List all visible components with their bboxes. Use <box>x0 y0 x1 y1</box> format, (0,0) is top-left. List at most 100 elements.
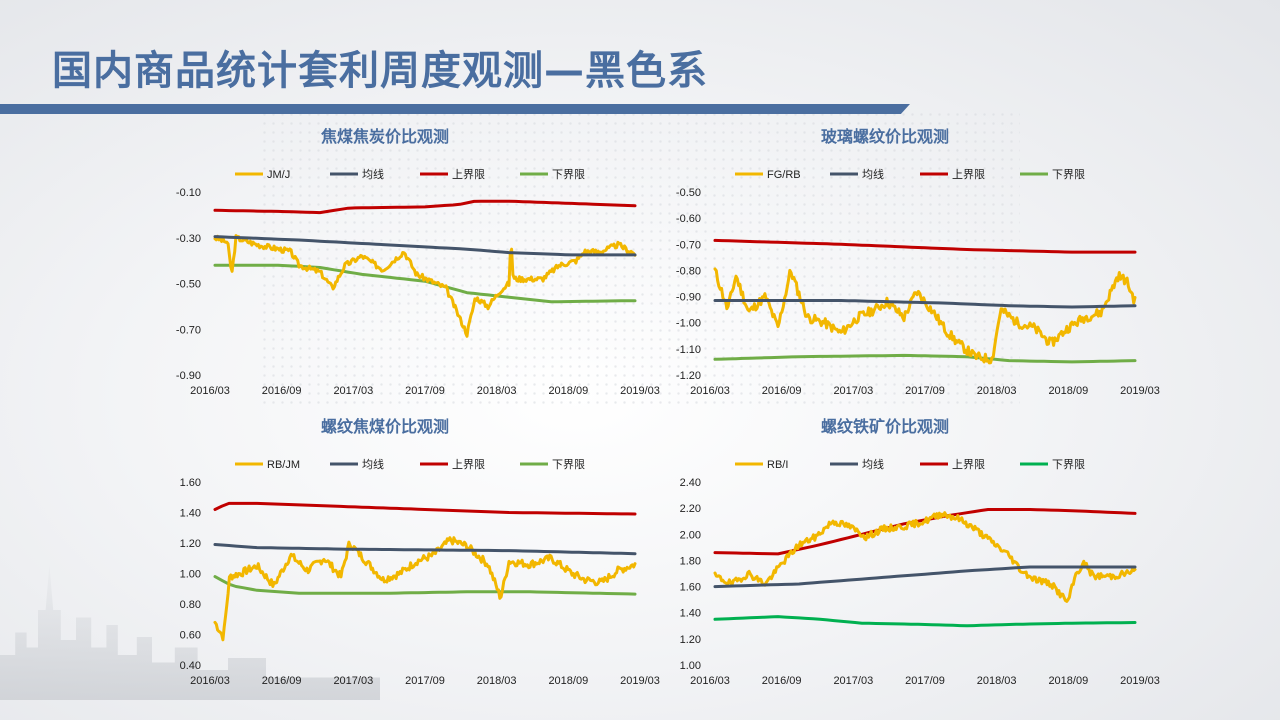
y-tick-label: 1.00 <box>680 660 701 672</box>
upper-limit-line <box>713 238 1137 254</box>
chart-svg: 螺纹铁矿价比观测 RB/I 均线 上界限 下界限 2.40 2.20 2.00 1.80 1.60… <box>680 417 1160 687</box>
y-tick-label: 0.80 <box>180 599 201 611</box>
lower-limit-line <box>713 353 1137 364</box>
legend-upper-limit: 上界限 <box>920 168 985 181</box>
lower-limit-line <box>213 263 637 304</box>
legend-mean: 均线 <box>830 167 884 181</box>
legend-upper-limit: 上界限 <box>420 168 485 181</box>
y-tick-label: -0.70 <box>676 239 701 251</box>
ratio-line <box>713 267 1137 365</box>
svg-text:上界限: 上界限 <box>452 168 485 181</box>
x-tick-label: 2016/03 <box>190 675 230 687</box>
lower-limit-line <box>713 615 1137 628</box>
title-underline-bar <box>0 104 910 114</box>
y-tick-label: 0.60 <box>180 630 201 642</box>
y-tick-label: -1.10 <box>676 344 701 356</box>
y-tick-label: 1.20 <box>180 538 201 550</box>
svg-text:FG/RB: FG/RB <box>767 169 801 181</box>
y-tick-label: -0.60 <box>676 213 701 225</box>
svg-text:下界限: 下界限 <box>552 458 585 471</box>
legend-lower-limit: 下界限 <box>1020 458 1085 471</box>
x-tick-label: 2018/03 <box>477 675 517 687</box>
chart-rb-i-ratio: 螺纹铁矿价比观测 RB/I 均线 上界限 下界限 2.40 2.20 2.00 1.80 1.60… <box>660 410 1160 695</box>
x-tick-label: 2016/09 <box>262 675 302 687</box>
y-tick-label: -0.90 <box>676 292 701 304</box>
lower-limit-line <box>213 575 637 596</box>
x-tick-label: 2019/03 <box>620 385 660 397</box>
legend-lower-limit: 下界限 <box>520 458 585 471</box>
svg-text:下界限: 下界限 <box>1052 458 1085 471</box>
legend-ratio: JM/J <box>235 169 290 181</box>
y-tick-label: 1.00 <box>180 569 201 581</box>
svg-text:均线: 均线 <box>362 167 384 181</box>
y-tick-label: -1.20 <box>676 370 701 382</box>
y-tick-label: 1.40 <box>680 608 701 620</box>
mean-line <box>713 565 1137 589</box>
chart-jm-j-ratio: 焦煤焦炭价比观测 JM/J 均线 上界限 下界限 -0.10 -0.30 -0.50 -0.70… <box>160 120 660 405</box>
legend-lower-limit: 下界限 <box>1020 168 1085 181</box>
x-tick-label: 2018/09 <box>1048 385 1088 397</box>
legend-lower-limit: 下界限 <box>520 168 585 181</box>
y-tick-label: -0.10 <box>176 187 201 199</box>
y-tick-label: -0.90 <box>176 370 201 382</box>
x-tick-label: 2019/03 <box>1120 675 1160 687</box>
y-tick-label: -1.00 <box>676 318 701 330</box>
x-tick-label: 2016/03 <box>690 675 730 687</box>
x-tick-label: 2016/03 <box>190 385 230 397</box>
x-tick-label: 2018/03 <box>977 675 1017 687</box>
background-world-map-dots <box>260 110 1020 410</box>
chart-title: 玻璃螺纹价比观测 <box>821 127 949 146</box>
chart-fg-rb-ratio: 玻璃螺纹价比观测 FG/RB 均线 上界限 下界限 -0.50 -0.60 -0.70 -0.8… <box>660 120 1160 405</box>
svg-text:RB/JM: RB/JM <box>267 459 300 471</box>
y-tick-label: 1.20 <box>680 634 701 646</box>
y-tick-label: -0.30 <box>176 233 201 245</box>
x-tick-label: 2016/09 <box>762 385 802 397</box>
chart-title: 螺纹焦煤价比观测 <box>321 417 449 436</box>
x-tick-label: 2018/09 <box>548 385 588 397</box>
x-tick-label: 2018/09 <box>548 675 588 687</box>
ratio-line <box>713 511 1137 603</box>
y-tick-label: 2.40 <box>680 477 701 489</box>
legend-ratio: RB/JM <box>235 459 300 471</box>
legend-ratio: FG/RB <box>735 169 801 181</box>
svg-text:上界限: 上界限 <box>952 458 985 471</box>
chart-rb-jm-ratio: 螺纹焦煤价比观测 RB/JM 均线 上界限 下界限 1.60 1.40 1.20 1.00 0.8… <box>160 410 660 695</box>
x-tick-label: 2017/03 <box>333 675 373 687</box>
legend-upper-limit: 上界限 <box>920 458 985 471</box>
y-tick-label: 1.40 <box>180 508 201 520</box>
chart-title: 螺纹铁矿价比观测 <box>821 417 949 436</box>
x-tick-label: 2017/03 <box>833 675 873 687</box>
y-tick-label: 2.00 <box>680 529 701 541</box>
chart-svg: 玻璃螺纹价比观测 FG/RB 均线 上界限 下界限 -0.50 -0.60 -0.70 -0.8… <box>676 127 1160 397</box>
legend-mean: 均线 <box>330 167 384 181</box>
x-tick-label: 2018/09 <box>1048 675 1088 687</box>
x-tick-label: 2017/09 <box>405 675 445 687</box>
x-tick-label: 2019/03 <box>1120 385 1160 397</box>
svg-text:均线: 均线 <box>862 457 884 471</box>
legend-ratio: RB/I <box>735 459 788 471</box>
chart-svg: 焦煤焦炭价比观测 JM/J 均线 上界限 下界限 -0.10 -0.30 -0.50 -0.70… <box>176 127 660 397</box>
y-tick-label: -0.50 <box>676 187 701 199</box>
mean-line <box>713 299 1137 309</box>
x-tick-label: 2016/03 <box>690 385 730 397</box>
svg-text:均线: 均线 <box>862 167 884 181</box>
upper-limit-line <box>213 199 637 215</box>
chart-svg: 螺纹焦煤价比观测 RB/JM 均线 上界限 下界限 1.60 1.40 1.20 1.00 0.8… <box>180 417 660 687</box>
ratio-line <box>213 536 637 642</box>
chart-title: 焦煤焦炭价比观测 <box>320 127 449 146</box>
svg-text:JM/J: JM/J <box>267 169 290 181</box>
x-tick-label: 2017/09 <box>905 675 945 687</box>
legend-upper-limit: 上界限 <box>420 458 485 471</box>
legend-mean: 均线 <box>830 457 884 471</box>
y-tick-label: -0.70 <box>176 324 201 336</box>
mean-line <box>213 543 637 556</box>
svg-text:下界限: 下界限 <box>1052 168 1085 181</box>
upper-limit-line <box>213 501 637 516</box>
legend-mean: 均线 <box>330 457 384 471</box>
x-tick-label: 2016/09 <box>262 385 302 397</box>
y-tick-label: 1.80 <box>680 555 701 567</box>
x-tick-label: 2016/09 <box>762 675 802 687</box>
x-tick-label: 2018/03 <box>477 385 517 397</box>
x-tick-label: 2018/03 <box>977 385 1017 397</box>
svg-text:上界限: 上界限 <box>452 458 485 471</box>
